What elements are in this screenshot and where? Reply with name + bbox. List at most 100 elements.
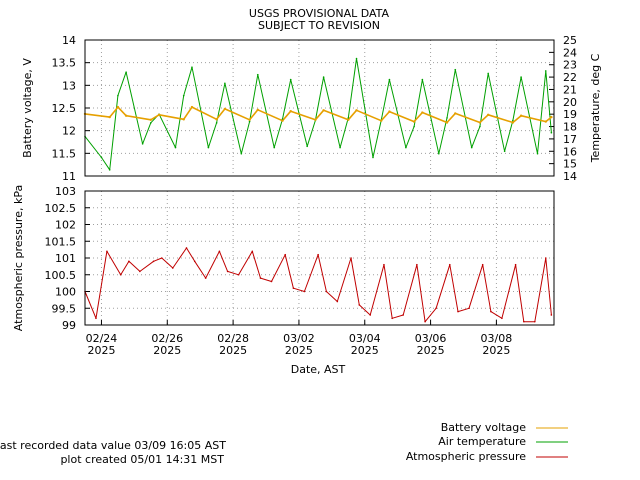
air-temperature-point-33	[446, 117, 448, 119]
atmospheric-pressure-point-11	[204, 277, 207, 279]
temperature-tick-label-7: 21	[563, 83, 577, 96]
atmospheric-pressure-point-7	[160, 257, 163, 259]
atmospheric-pressure-point-2	[106, 250, 108, 253]
air-temperature-point-39	[512, 119, 514, 122]
top-plot-frame	[84, 39, 555, 177]
header-line1: USGS PROVISIONAL DATA	[249, 7, 390, 20]
battery-voltage-point-11	[256, 108, 259, 112]
bottom-x-ticks: 02/24202502/26202502/28202503/02202503/0…	[86, 320, 512, 357]
battery-voltage-point-19	[388, 110, 391, 113]
air-temperature-point-1	[100, 156, 103, 159]
atmospheric-pressure-point-14	[237, 273, 240, 276]
atmospheric-pressure-point-36	[481, 263, 484, 266]
date-tick-label-0: 02/24	[86, 332, 118, 345]
air-temperature-point-26	[372, 156, 374, 159]
temperature-tick-label-9: 23	[563, 59, 577, 72]
battery-axis-label: Battery voltage, V	[21, 58, 34, 158]
year-tick-label-2: 2025	[219, 344, 247, 357]
atmospheric-pressure-point-22	[325, 290, 328, 293]
battery-tick-label-4: 13	[62, 79, 76, 92]
air-temperature-point-41	[536, 152, 539, 155]
date-tick-label-4: 03/04	[349, 332, 381, 345]
battery-voltage-point-14	[314, 118, 317, 121]
air-temperature-point-19	[289, 78, 292, 81]
atmospheric-pressure-point-6	[152, 260, 155, 263]
battery-voltage-point-25	[486, 113, 490, 117]
top-y-ticks: 11 11.5 12 12.5 13 13.5 14	[52, 34, 90, 183]
temperature-tick-label-1: 15	[563, 158, 577, 171]
atmospheric-pressure-point-5	[139, 270, 141, 273]
battery-voltage-point-28	[544, 120, 547, 123]
year-tick-label-0: 2025	[87, 344, 115, 357]
battery-voltage-point-22	[445, 121, 449, 124]
year-tick-label-1: 2025	[153, 344, 181, 357]
header-line2: SUBJECT TO REVISION	[258, 19, 380, 32]
pressure-tick-label-4: 101	[55, 252, 76, 265]
air-temperature-point-40	[520, 76, 522, 78]
atmospheric-pressure-point-41	[534, 320, 536, 323]
year-tick-label-5: 2025	[417, 344, 445, 357]
air-temperature-point-34	[454, 68, 457, 71]
atmospheric-pressure-point-27	[383, 263, 385, 266]
date-tick-label-3: 03/02	[283, 332, 315, 345]
battery-voltage-point-17	[355, 109, 358, 112]
air-temperature-point-16	[256, 73, 259, 76]
air-temperature-point-20	[306, 145, 308, 148]
air-temperature-point-5	[141, 143, 144, 145]
pressure-tick-label-5: 101.5	[45, 235, 77, 248]
footer-last-value: last recorded data value 03/09 16:05 AST	[0, 439, 226, 452]
battery-voltage-point-6	[182, 118, 185, 121]
atmospheric-pressure-point-19	[292, 287, 295, 289]
atmospheric-pressure-point-8	[171, 267, 174, 269]
air-temperature-point-3	[117, 94, 119, 97]
battery-voltage-point-3	[124, 114, 128, 117]
battery-voltage-point-8	[215, 118, 218, 121]
atmospheric-pressure-point-15	[251, 250, 254, 253]
atmospheric-pressure-point-21	[317, 253, 319, 256]
legend-label-pressure: Atmospheric pressure	[406, 450, 526, 463]
battery-voltage-point-16	[347, 118, 350, 121]
pressure-tick-label-0: 99	[62, 319, 76, 332]
atmospheric-pressure-point-34	[457, 310, 459, 313]
air-temperature-point-6	[150, 122, 152, 124]
air-temperature-point-38	[503, 150, 506, 153]
battery-tick-label-1: 11.5	[52, 147, 77, 160]
atmospheric-pressure-line	[84, 247, 552, 323]
atmospheric-pressure-point-32	[435, 307, 437, 310]
battery-voltage-point-1	[108, 115, 111, 119]
battery-voltage-point-9	[223, 107, 227, 111]
battery-voltage-point-13	[289, 109, 292, 113]
air-temperature-point-14	[240, 152, 243, 155]
atmospheric-pressure-point-1	[95, 317, 97, 320]
air-temperature-point-18	[281, 118, 284, 120]
battery-voltage-point-27	[519, 114, 523, 117]
pressure-tick-label-7: 102.5	[45, 202, 77, 215]
battery-voltage-point-23	[454, 112, 457, 115]
year-tick-label-4: 2025	[351, 344, 379, 357]
air-temperature-point-22	[322, 76, 325, 78]
battery-voltage-point-10	[248, 118, 251, 121]
battery-voltage-point-26	[511, 121, 515, 124]
pressure-tick-label-6: 102	[55, 219, 76, 232]
pressure-axis-label: Atmospheric pressure, kPa	[12, 185, 25, 331]
temperature-tick-label-0: 14	[563, 170, 577, 183]
bottom-y-ticks: 99 99.5 100 100.5 101 101.5 102 102.5 103	[45, 185, 90, 332]
atmospheric-pressure-point-43	[550, 314, 553, 316]
air-temperature-point-24	[347, 117, 350, 119]
atmospheric-pressure-point-28	[391, 317, 393, 320]
battery-voltage-point-4	[149, 118, 153, 121]
air-temperature-point-12	[215, 122, 218, 124]
battery-voltage-point-2	[116, 105, 120, 109]
x-axis-label: Date, AST	[291, 363, 346, 376]
legend-label-air: Air temperature	[438, 435, 526, 448]
battery-voltage-point-7	[190, 105, 194, 109]
air-temperature-point-23	[339, 146, 341, 149]
atmospheric-pressure-point-23	[336, 300, 339, 303]
year-tick-label-6: 2025	[482, 344, 510, 357]
atmospheric-pressure-point-33	[448, 263, 451, 266]
atmospheric-pressure-point-20	[303, 290, 306, 293]
temperature-tick-label-2: 16	[563, 145, 577, 158]
air-temperature-point-42	[544, 70, 547, 72]
